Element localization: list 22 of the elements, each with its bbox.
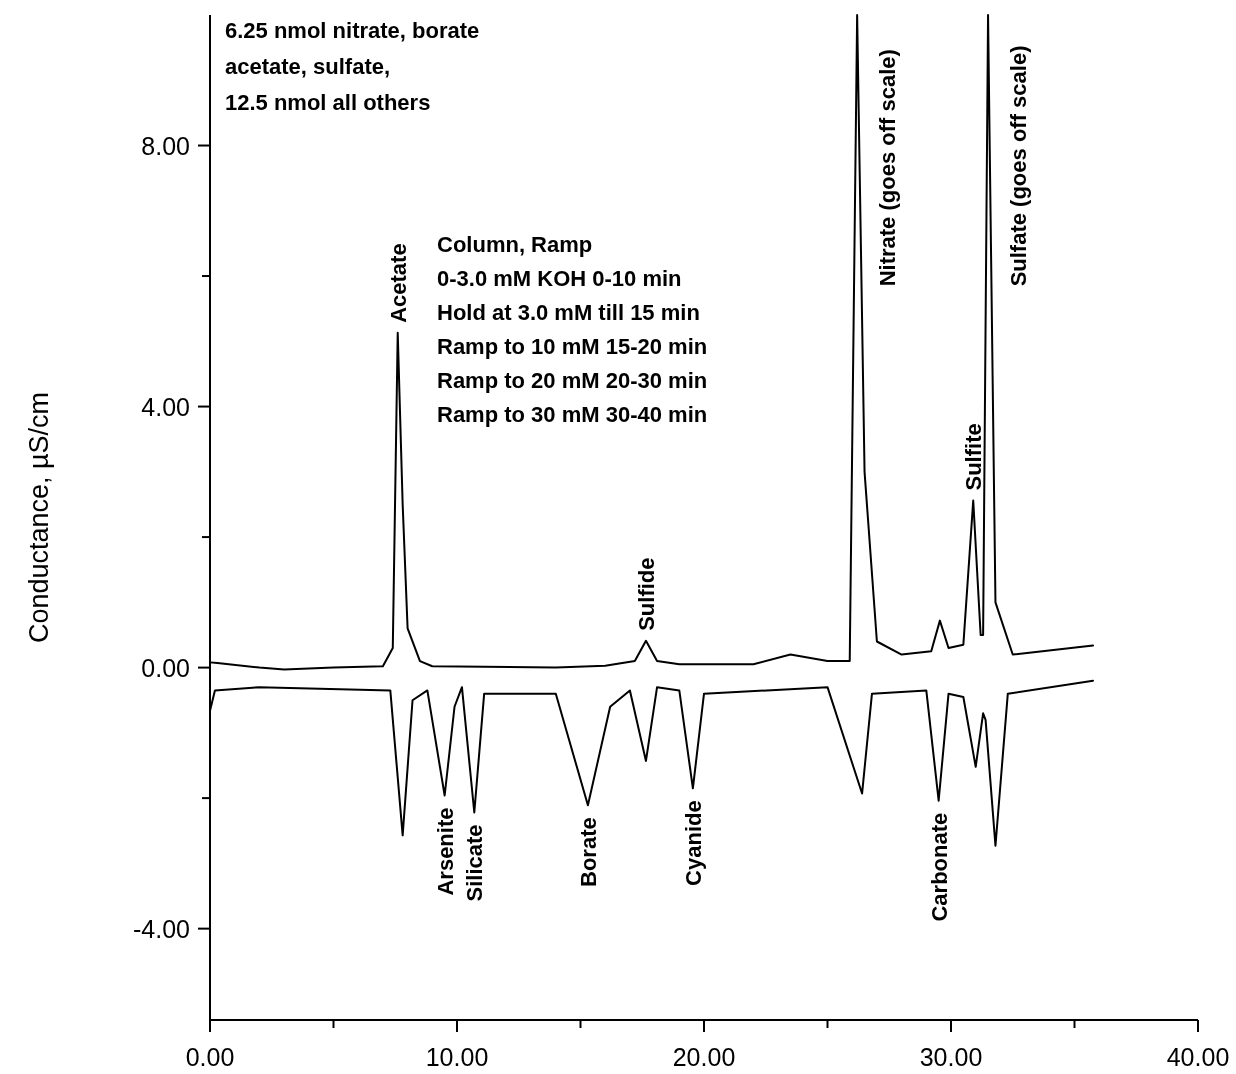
x-tick-label: 10.00 — [425, 1043, 489, 1071]
annotation: Nitrate (goes off scale) — [875, 49, 901, 287]
y-tick-label: 4.00 — [141, 392, 190, 421]
y-axis-title: Conductance, µS/cm — [24, 391, 54, 644]
annotation: Borate — [575, 817, 601, 887]
annotation: Acetate — [385, 243, 411, 323]
annotation: 6.25 nmol nitrate, borate acetate, sulfate, 12.5 nmol all others — [225, 18, 480, 115]
annotation: Carbonate — [926, 812, 952, 922]
y-tick-label: 8.00 — [141, 131, 190, 160]
x-tick-label: 30.00 — [919, 1043, 983, 1071]
x-tick-label: 40.00 — [1166, 1043, 1230, 1071]
annotation: Cyanide — [680, 800, 706, 886]
annotation: Silicate — [462, 824, 488, 902]
annotation: Sulfate (goes off scale) — [1006, 45, 1032, 287]
y-tick-label: -4.00 — [133, 914, 190, 943]
x-tick-label: 0.00 — [185, 1043, 235, 1071]
x-tick-label: 20.00 — [672, 1043, 736, 1071]
annotation: Sulfite — [961, 423, 987, 491]
annotation: Column, Ramp 0-3.0 mM KOH 0-10 min Hold at 3.0 mM till 15 min Ramp to 10 mM 15-20 min Ramp to 20 mM 20-30 min Ramp to 30 mM 30-40 min — [437, 232, 708, 427]
annotation: Arsenite — [432, 807, 458, 896]
annotation: Sulfide — [633, 557, 659, 631]
y-tick-label: 0.00 — [141, 653, 190, 682]
